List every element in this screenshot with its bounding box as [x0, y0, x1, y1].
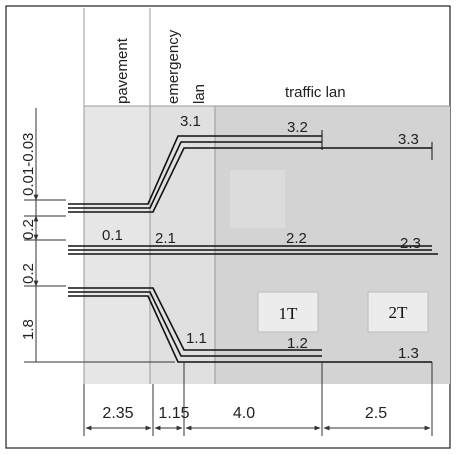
sensor-1t-label: 1T	[279, 304, 299, 323]
label-2-1: 2.1	[155, 230, 176, 247]
hdim-traffic-1: 4.0	[233, 405, 255, 422]
label-1-1: 1.1	[186, 330, 207, 347]
header-emergency: emergency	[165, 29, 182, 104]
hdim-pavement: 2.35	[102, 405, 133, 422]
vdim-bottom: 1.8	[20, 319, 37, 340]
cable-bottom	[68, 287, 432, 363]
sensor-2t: 2T	[367, 291, 429, 333]
vdim-lower-gap: 0.2	[20, 263, 37, 284]
label-1-3: 1.3	[398, 345, 419, 362]
label-0-1: 0.1	[102, 227, 123, 244]
cable-middle	[68, 245, 438, 255]
label-2-2: 2.2	[286, 230, 307, 247]
vertical-dimensions	[24, 108, 175, 363]
header-emergency-lan: lan	[191, 84, 208, 104]
hdim-emergency: 1.15	[158, 405, 189, 422]
sensor-1t: 1T	[257, 291, 319, 333]
vdim-top: 0.01-0.03	[20, 133, 37, 196]
label-2-3: 2.3	[400, 235, 421, 252]
cable-top	[68, 135, 432, 213]
pavement-zone	[84, 106, 150, 384]
header-traffic: traffic lan	[285, 84, 346, 101]
light-patch	[230, 170, 285, 228]
horizontal-dimensions	[83, 362, 433, 436]
label-3-1: 3.1	[180, 113, 201, 130]
vdim-upper-gap: 0.2	[20, 219, 37, 240]
traffic-zone	[215, 106, 450, 384]
label-3-3: 3.3	[398, 131, 419, 148]
sensor-2t-label: 2T	[389, 303, 409, 322]
label-1-2: 1.2	[287, 335, 308, 352]
header-pavement: pavement	[114, 37, 131, 104]
label-3-2: 3.2	[287, 119, 308, 136]
hdim-traffic-2: 2.5	[365, 405, 387, 422]
